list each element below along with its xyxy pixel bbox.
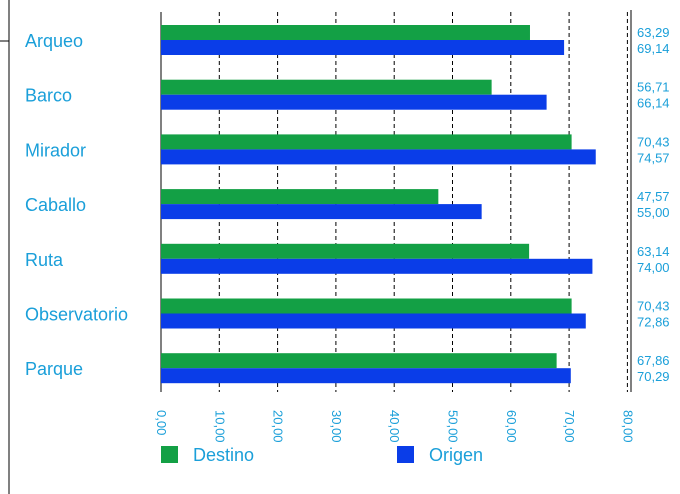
category-label: Arqueo [25,31,83,51]
bar-destino [161,79,492,95]
legend-swatch [397,446,414,463]
legend-item-destino: Destino [161,445,254,465]
category-label: Caballo [25,195,86,215]
x-tick-label: 80,00 [620,410,635,443]
bar-origen [161,94,547,110]
bar-destino [161,189,439,205]
bar-origen [161,149,596,165]
value-labels: 63,2969,1456,7166,1470,4374,5747,5755,00… [637,25,670,384]
value-label: 55,00 [637,205,670,220]
value-label: 69,14 [637,41,670,56]
category-label: Parque [25,359,83,379]
value-label: 47,57 [637,189,670,204]
bar-origen [161,368,571,384]
legend-item-origen: Origen [397,445,483,465]
bar-origen [161,258,593,274]
value-label: 63,29 [637,25,670,40]
x-tick-labels: 0,00 10,00 20,00 30,00 40,00 50,00 60,00 70,00 8… [154,410,635,443]
value-label: 66,14 [637,96,670,111]
bar-destino [161,298,572,314]
bar-origen [161,204,482,220]
x-tick-label: 60,00 [504,410,519,443]
bar-destino [161,25,530,40]
value-label: 63,14 [637,244,670,259]
bar-destino [161,243,530,259]
x-tick-label: 40,00 [387,410,402,443]
x-tick-label: 20,00 [271,410,286,443]
category-label: Barco [25,86,72,106]
legend: Destino Origen [161,445,483,465]
value-label: 70,29 [637,369,670,384]
legend-label: Origen [429,445,483,465]
value-label: 72,86 [637,315,670,330]
value-label: 67,86 [637,353,670,368]
x-tick-label: 70,00 [562,410,577,443]
category-label: Ruta [25,250,64,270]
value-label: 74,57 [637,150,670,165]
category-label: Mirador [25,140,86,160]
bar-origen [161,313,586,329]
x-tick-label: 0,00 [154,410,169,435]
category-label: Observatorio [25,305,128,325]
value-label: 74,00 [637,260,670,275]
x-tick-label: 10,00 [212,410,227,443]
bars [161,25,596,384]
value-label: 70,43 [637,134,670,149]
value-label: 56,71 [637,80,670,95]
bar-destino [161,353,557,369]
bar-destino [161,134,572,150]
legend-label: Destino [193,445,254,465]
x-tick-label: 30,00 [329,410,344,443]
bar-origen [161,40,565,55]
x-tick-label: 50,00 [446,410,461,443]
value-label: 70,43 [637,299,670,314]
legend-swatch [161,446,178,463]
category-labels: Arqueo Barco Mirador Caballo Ruta Observatori… [25,31,128,379]
